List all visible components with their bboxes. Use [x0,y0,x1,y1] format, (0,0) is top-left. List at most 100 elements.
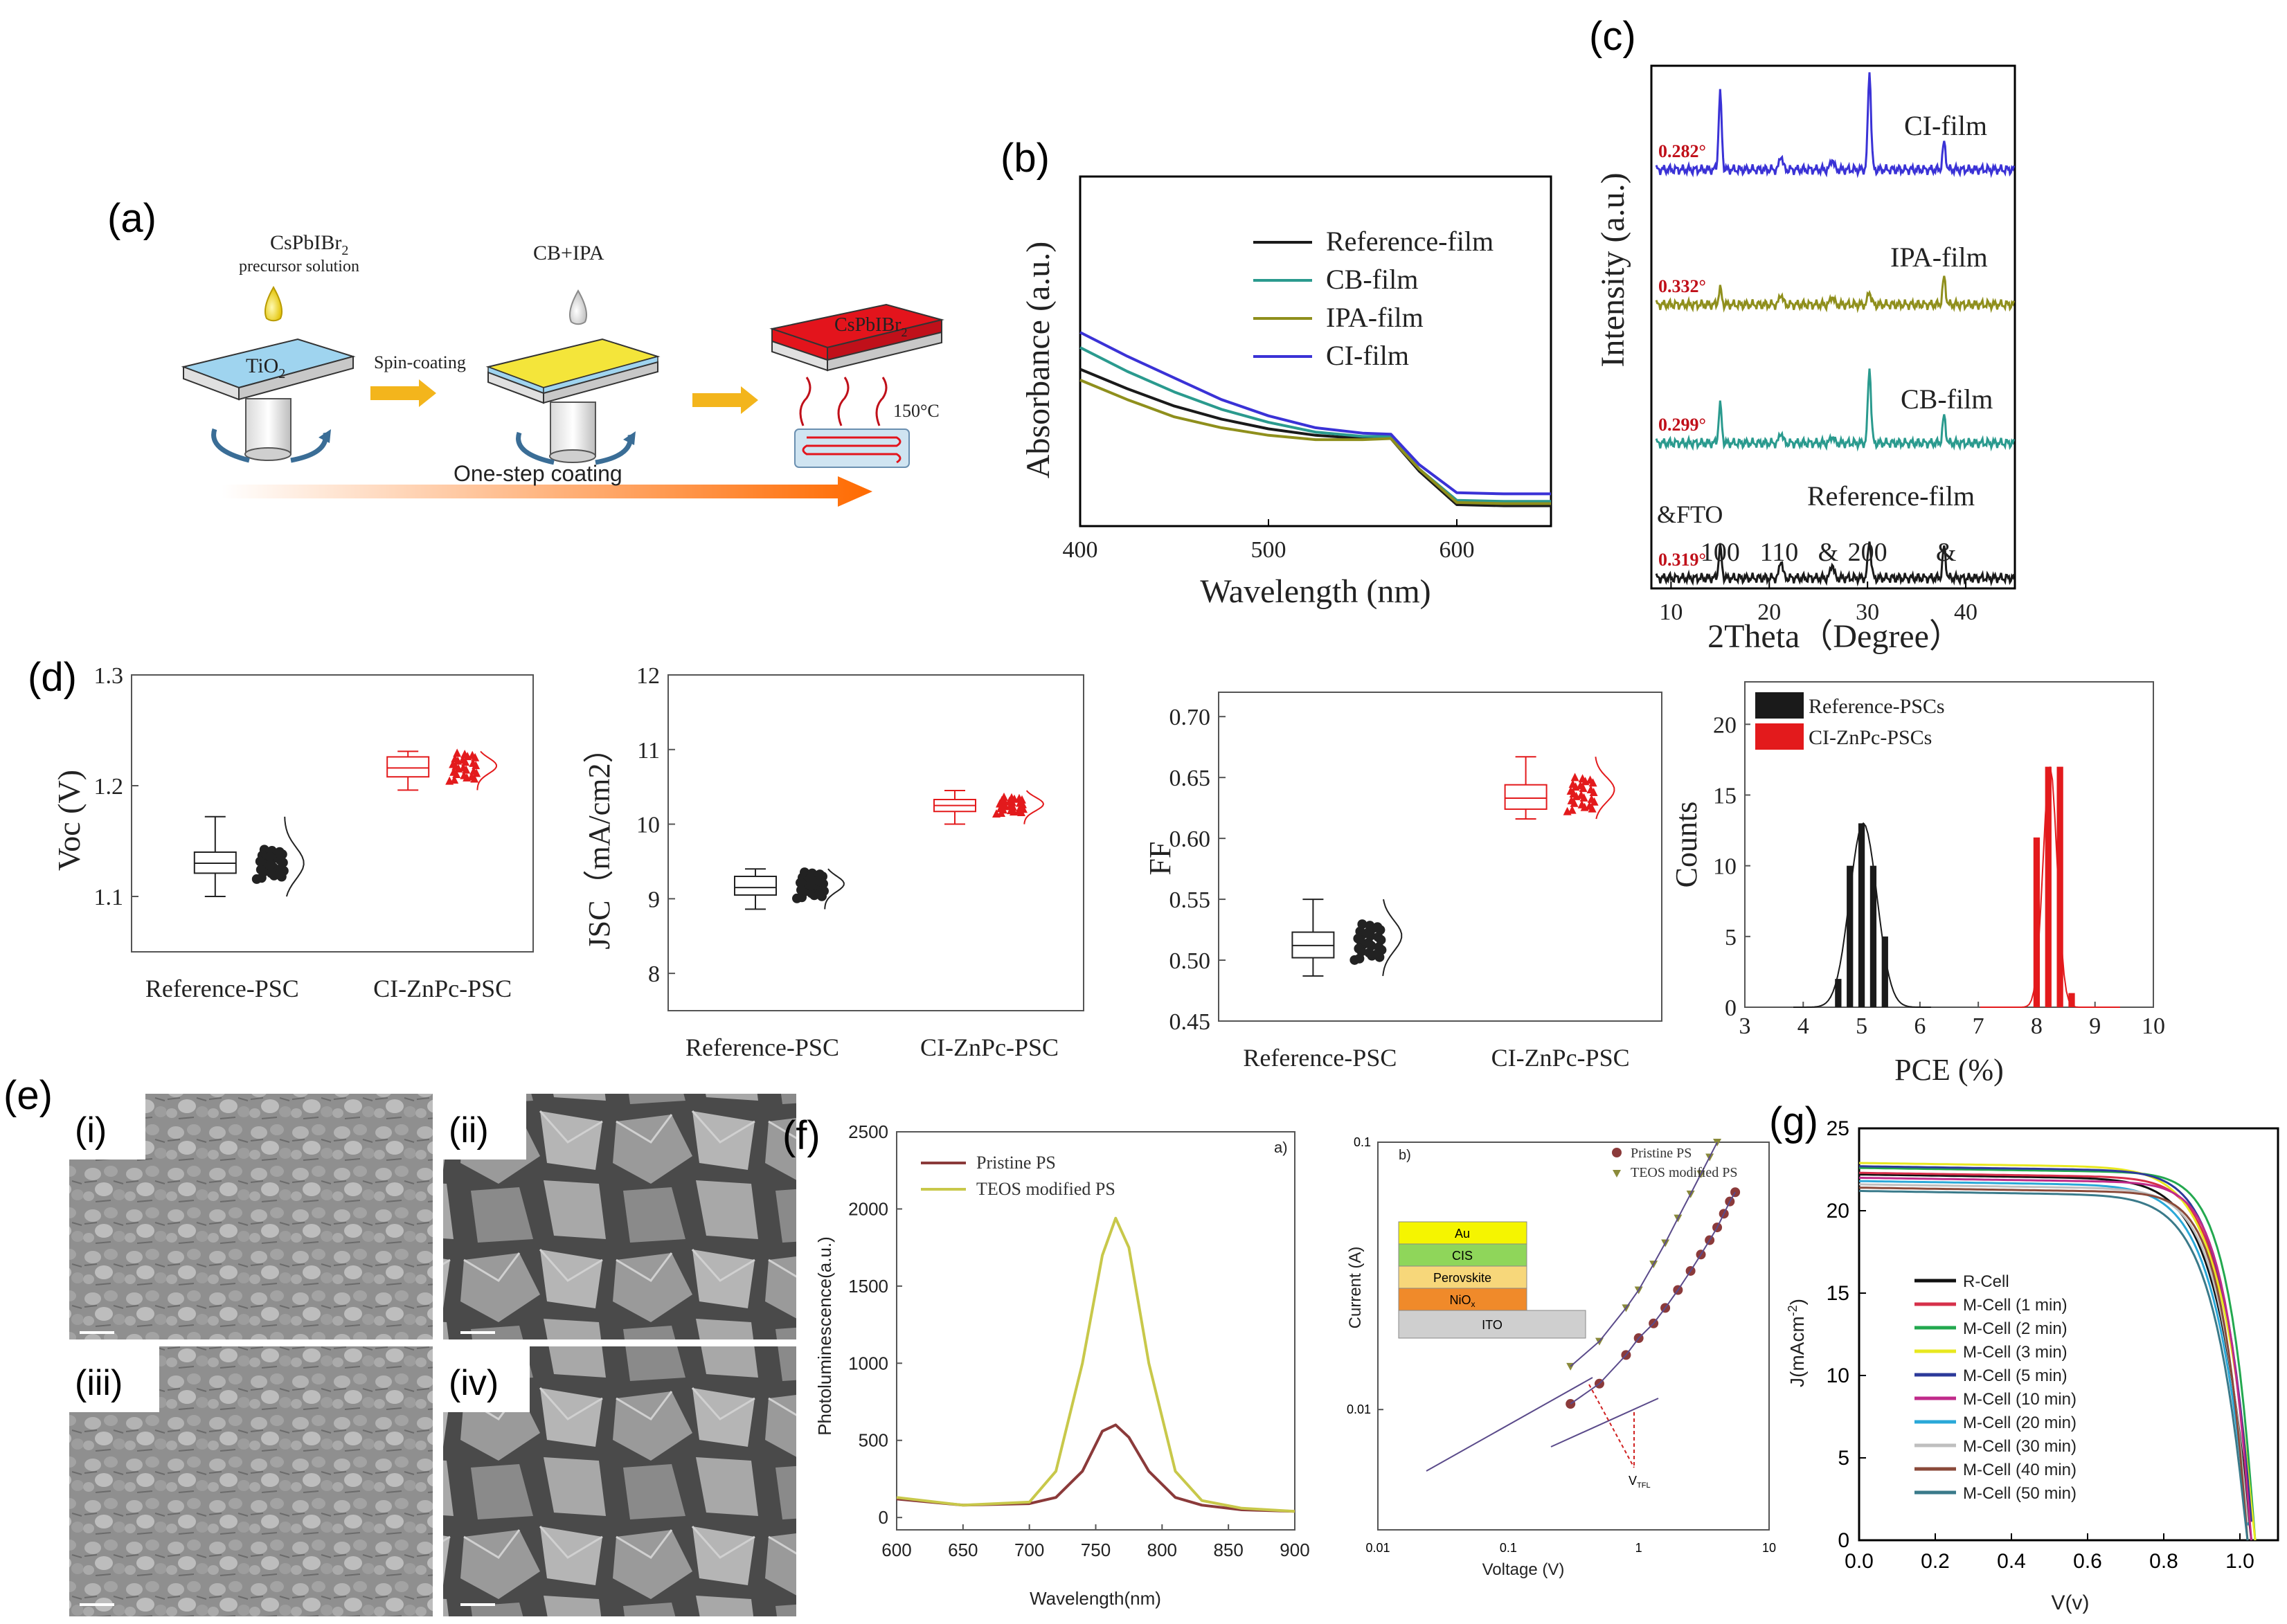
plot-frame-f2 [1377,1142,1770,1531]
legend-label: M-Cell (20 min) [1963,1414,2077,1432]
density-curve [1382,899,1403,977]
fwhm-label: 0.299° [1658,415,1706,435]
pl-line [896,1216,1295,1513]
data-point [264,851,275,862]
data-point [1364,948,1374,958]
one-step-arrow [222,476,872,507]
data-point [1567,795,1576,804]
temperature-label: 150°C [893,401,940,421]
data-point [1372,949,1382,959]
data-point [467,772,476,781]
x-tick-label: 10 [2142,1013,2165,1039]
y-tick-label: 500 [859,1430,888,1451]
x-tick-label: 3 [1739,1013,1751,1039]
legend-label-b: IPA-film [1326,302,1424,333]
tile-label-i: (i) [75,1110,107,1151]
xrd-line-reference-film [1655,541,2016,587]
data-point [449,759,458,768]
series-line-ipa-film [1079,379,1551,505]
panel-label-b: (b) [1001,136,1050,181]
stack-niox: NiOx [1450,1293,1476,1309]
xlabel-g: V(v) [2052,1591,2090,1614]
box-iqr [734,876,777,896]
data-point [1730,1187,1741,1198]
y-tick-label: 10 [1827,1364,1849,1387]
y-tick-label: 5 [1725,925,1737,950]
legend-label: M-Cell (1 min) [1963,1296,2068,1315]
y-tick-label: 15 [1827,1282,1849,1305]
panel-label-c: (c) [1589,14,1636,59]
y-tick-label: 20 [1713,712,1737,738]
series-name-c: CI-film [1904,110,1987,141]
legend-label: M-Cell (3 min) [1963,1343,2068,1362]
legend-label: Pristine PS [976,1153,1056,1173]
data-point [814,889,824,899]
histogram-bar [2045,766,2052,1007]
jv-curve [1858,1183,2249,1523]
data-point [1587,794,1596,803]
ticks-b: 400 500 600 [1063,519,1475,563]
series-line-cb-film [1079,346,1551,503]
data-point [1566,786,1575,795]
y-tick-label: 0.55 [1169,887,1211,913]
y-tick-label: 10 [1713,854,1737,880]
xrd-line-ci-film [1655,72,2016,179]
x-tick-label: 650 [948,1540,978,1560]
category-label: CI-ZnPc-PSC [920,1034,1059,1061]
xrd-line-cb-film [1655,368,2016,452]
category-label: Reference-PSC [685,1034,839,1061]
panel-e: (e) (i) (ii) (iii) (iv) [3,1073,796,1616]
data-point [469,758,478,767]
histogram-bar [2068,993,2075,1007]
x-tick-label: 5 [1856,1013,1867,1039]
fwhm-label: 0.332° [1658,276,1706,296]
x-tick-label-b: 500 [1251,537,1286,563]
legend-label: TEOS modified PS [976,1179,1115,1199]
data-point [996,804,1005,813]
chart-d2-jsc: 8 9 10 11 12 Reference-PSC CI-ZnPc-PSC JSC（mA/c… [582,663,1084,1061]
density-curve [284,816,305,897]
x-tick-label: 8 [2031,1013,2043,1039]
legend-label: M-Cell (50 min) [1963,1484,2077,1503]
fit-curve [1793,822,1931,1008]
x-tick-label-c: 20 [1757,599,1781,625]
x-tick-label: 0.2 [1921,1550,1950,1573]
ylabel-g: J(mAcm-2) [1786,1299,1808,1387]
plot-frame [1218,692,1662,1022]
panel-label-a: (a) [107,196,156,241]
data-point [1586,785,1595,794]
vtfl-marker [1588,1384,1635,1468]
y-tick-label: 0 [1838,1529,1849,1552]
plot-frame [1744,681,2154,1008]
panel-c: (c) Intensity (a.u.) 2Theta（Degree） &FTO… [1589,14,2016,655]
data-point [460,770,469,779]
vtfl-label: VTFL [1629,1474,1651,1490]
data-point [1363,928,1373,938]
data-point [1577,790,1586,799]
data-point [815,869,825,880]
tio2-label: TiO2 [246,354,285,381]
ohmic-fit-line [1550,1398,1659,1447]
data-point [1568,779,1577,788]
legend-label-b: CB-film [1326,264,1418,295]
legend-label: Reference-PSCs [1809,695,1945,718]
tile-label-iii: (iii) [75,1363,123,1403]
panel-a: (a) CsPbIBr2 precursor solution CB+IPA T… [107,196,944,507]
legend-b: Reference-film CB-film IPA-film CI-film [1253,226,1494,371]
density-curve [1023,790,1045,824]
data-point [805,874,815,884]
y-tick-label: 2000 [848,1198,888,1219]
legend-label: CI-ZnPc-PSCs [1809,726,1932,749]
precursor-label: CsPbIBr2 [270,231,348,258]
data-point [806,881,816,891]
data-point [1005,796,1014,805]
y-tick-label: 11 [637,738,660,764]
substrate-annealed: CsPbIBr2 150°C [769,303,944,468]
y-tick-label: 0 [879,1507,888,1528]
y-tick-label: 1.1 [94,885,124,910]
y-tick-label: 1.2 [94,774,124,800]
chart-f1-pl: 600 650 700 750 800 850 900 0 500 1000 1500 2000 250… [848,1121,1310,1560]
y-tick-label: 0 [1725,995,1737,1021]
xlabel-f2: Voltage (V) [1482,1560,1565,1579]
